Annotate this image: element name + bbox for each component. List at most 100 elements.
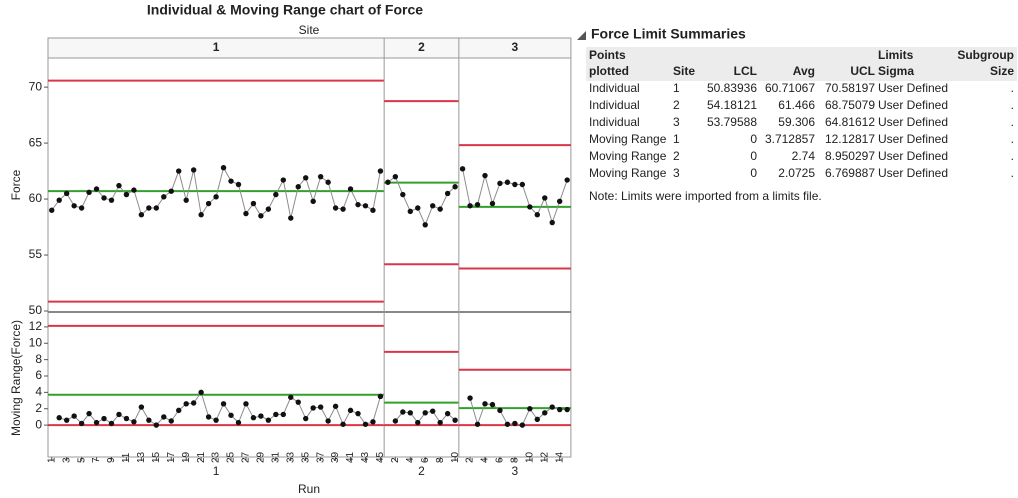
point [228, 412, 234, 418]
point [303, 415, 309, 422]
table-cell: . [1011, 115, 1014, 129]
point [489, 401, 496, 408]
column-header: Points [589, 48, 626, 62]
point [385, 179, 391, 185]
series-line [387, 175, 456, 227]
table-cell: User Defined [878, 115, 948, 129]
point [310, 405, 316, 411]
point [534, 416, 540, 423]
point [542, 410, 548, 416]
point [452, 184, 458, 190]
x-tick-label: 17 [166, 451, 177, 463]
point [370, 207, 376, 213]
x-tick-label: 29 [256, 451, 267, 463]
table-cell: 68.75079 [825, 98, 875, 112]
x-tick-label: 23 [211, 451, 222, 463]
y-tick-label: 70 [29, 79, 43, 93]
table-cell: . [1011, 81, 1014, 95]
x-tick-label: 13 [136, 451, 147, 463]
point [377, 168, 384, 174]
table-cell: 50.83936 [707, 81, 757, 95]
point [71, 203, 77, 209]
x-tick-label: 1 [46, 457, 57, 463]
table-cell: 2.0725 [778, 166, 815, 180]
table-cell: 54.18121 [707, 98, 757, 112]
point [213, 417, 219, 423]
point [332, 205, 339, 211]
x-axis-title: Run [298, 482, 320, 496]
point [86, 189, 92, 196]
table-cell: Individual [589, 98, 640, 112]
point [362, 421, 369, 427]
table-note: Note: Limits were imported from a limits… [589, 189, 822, 203]
x-tick-label: 37 [315, 451, 326, 463]
point [489, 200, 496, 207]
x-tick-label: 7 [91, 457, 102, 463]
column-header: Size [990, 64, 1014, 78]
point [265, 206, 272, 212]
point [392, 173, 399, 180]
point [519, 422, 526, 428]
table-cell: 3.712857 [765, 132, 815, 146]
table-cell: Moving Range [589, 132, 667, 146]
header-strip [47, 37, 572, 59]
point [153, 422, 160, 428]
site-header: 3 [512, 40, 519, 54]
point [273, 191, 279, 198]
point [512, 420, 518, 427]
point [235, 181, 242, 188]
column-header: Subgroup [957, 48, 1014, 62]
table-cell: 64.81612 [825, 115, 875, 129]
point [340, 206, 346, 212]
point [63, 417, 70, 423]
x-tick-label: 14 [554, 451, 565, 463]
point [108, 420, 115, 427]
point [243, 210, 249, 217]
point [430, 203, 436, 209]
point [467, 203, 473, 209]
point [138, 212, 145, 218]
table-cell: User Defined [878, 166, 948, 180]
point [183, 197, 189, 203]
point [93, 419, 100, 426]
x-tick-label: 33 [285, 451, 296, 463]
point [63, 190, 70, 197]
point [235, 419, 242, 426]
point [205, 414, 212, 420]
point [317, 173, 324, 180]
x-tick-label: 2 [390, 457, 401, 463]
point [556, 406, 563, 413]
y-tick-label: 6 [35, 368, 42, 382]
point [310, 198, 316, 204]
table-cell: 0 [750, 132, 757, 146]
table-cell: . [1011, 132, 1014, 146]
point [519, 181, 526, 188]
point [258, 413, 264, 419]
point [146, 417, 152, 423]
point [347, 407, 354, 414]
point [504, 421, 511, 427]
collapse-toggle[interactable] [577, 31, 586, 40]
point [556, 198, 563, 204]
table-cell: 0 [750, 166, 757, 180]
table-cell: 0 [750, 149, 757, 163]
point [176, 168, 182, 174]
y-axis-title: Force [9, 169, 23, 200]
point [452, 417, 458, 423]
point [459, 166, 466, 172]
x-tick-label: 15 [151, 451, 162, 463]
table-cell: User Defined [878, 81, 948, 95]
x-tick-label: 39 [330, 451, 341, 463]
table-cell: 59.306 [778, 115, 815, 129]
point [347, 186, 354, 192]
x-tick-label: 31 [270, 451, 281, 463]
point [123, 415, 130, 422]
point [564, 406, 570, 413]
point [273, 411, 279, 418]
y-tick-label: 8 [35, 352, 42, 366]
point [422, 222, 428, 228]
point [250, 415, 257, 421]
x-tick-label: 3 [61, 457, 72, 463]
point [482, 401, 488, 407]
